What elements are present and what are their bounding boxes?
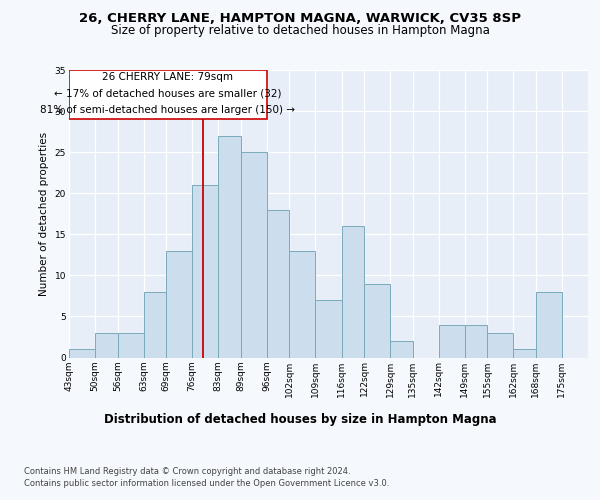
Bar xyxy=(192,185,218,358)
Text: Contains public sector information licensed under the Open Government Licence v3: Contains public sector information licen… xyxy=(24,479,389,488)
Text: 81% of semi-detached houses are larger (150) →: 81% of semi-detached houses are larger (… xyxy=(40,106,295,116)
Bar xyxy=(166,250,192,358)
Bar xyxy=(267,210,289,358)
Text: Size of property relative to detached houses in Hampton Magna: Size of property relative to detached ho… xyxy=(110,24,490,37)
Bar xyxy=(241,152,267,358)
Y-axis label: Number of detached properties: Number of detached properties xyxy=(39,132,49,296)
Text: Distribution of detached houses by size in Hampton Magna: Distribution of detached houses by size … xyxy=(104,412,496,426)
Bar xyxy=(536,292,562,358)
Bar xyxy=(390,341,413,357)
Bar xyxy=(364,284,390,358)
FancyBboxPatch shape xyxy=(69,70,267,119)
Bar xyxy=(289,250,316,358)
Bar xyxy=(439,324,465,358)
Bar xyxy=(487,333,514,357)
Bar xyxy=(69,350,95,358)
Bar xyxy=(95,333,118,357)
Text: Contains HM Land Registry data © Crown copyright and database right 2024.: Contains HM Land Registry data © Crown c… xyxy=(24,468,350,476)
Bar xyxy=(218,136,241,358)
Text: ← 17% of detached houses are smaller (32): ← 17% of detached houses are smaller (32… xyxy=(54,89,281,99)
Bar xyxy=(143,292,166,358)
Text: 26, CHERRY LANE, HAMPTON MAGNA, WARWICK, CV35 8SP: 26, CHERRY LANE, HAMPTON MAGNA, WARWICK,… xyxy=(79,12,521,26)
Bar xyxy=(118,333,143,357)
Text: 26 CHERRY LANE: 79sqm: 26 CHERRY LANE: 79sqm xyxy=(103,72,233,83)
Bar xyxy=(341,226,364,358)
Bar xyxy=(514,350,536,358)
Bar xyxy=(316,300,341,358)
Bar xyxy=(465,324,487,358)
